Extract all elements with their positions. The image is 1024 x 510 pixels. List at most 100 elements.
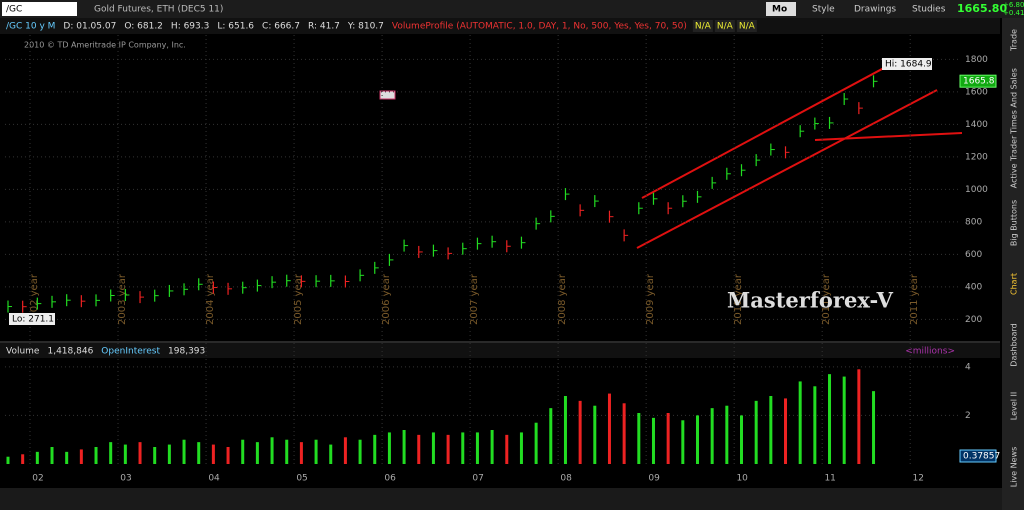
na-box	[736, 20, 757, 32]
year-label: 2010 year	[733, 273, 744, 325]
na: N/A	[695, 22, 712, 32]
volume-bar	[710, 408, 714, 464]
volume-bar	[417, 434, 421, 464]
button[interactable]: Studies	[912, 5, 946, 15]
volume-bar	[153, 447, 157, 464]
side-tab[interactable]: Big Buttons	[1010, 200, 1019, 246]
volume-bar	[461, 432, 465, 464]
volume-bar	[446, 434, 450, 464]
period-box[interactable]	[766, 2, 796, 16]
volume-bar	[197, 442, 201, 464]
last-price: 1665.80	[957, 2, 1007, 15]
change: +6.80	[1003, 1, 1024, 9]
volume-bar	[607, 393, 611, 464]
volume-bar	[123, 444, 127, 464]
x-tick-label: 08	[560, 474, 572, 484]
bottom-bar	[0, 488, 1002, 510]
side-tab[interactable]: Times And Sales	[1010, 68, 1019, 135]
volume-bar	[387, 432, 391, 464]
y-tick-label: 1800	[965, 55, 988, 65]
volume-bar	[563, 396, 567, 464]
y-tick-label: 1200	[965, 152, 988, 162]
x-tick-label: 11	[824, 474, 835, 484]
volume-bar	[358, 439, 362, 464]
hi-label: Hi: 1684.9	[885, 60, 932, 70]
na-box	[692, 20, 713, 32]
y-tick-label: 400	[965, 282, 982, 292]
volume-bar	[475, 432, 479, 464]
study-label: VolumeProfile (AUTOMATIC, 1.0, DAY, 1, N…	[392, 22, 687, 32]
year-label: 2008 year	[557, 273, 568, 325]
volume-bar	[740, 415, 743, 464]
year-label: 2011 year	[821, 273, 832, 325]
side-tabs	[1002, 18, 1024, 510]
volume-bar	[651, 417, 655, 464]
side-tab[interactable]: Chart	[1010, 273, 1019, 295]
volume-bar	[519, 432, 523, 464]
description: Gold Futures, ETH (DEC5 11)	[94, 5, 223, 15]
volume-bar	[813, 386, 817, 464]
volume-bar	[402, 430, 406, 464]
volume-bar	[828, 374, 832, 464]
volume-bar	[857, 369, 861, 464]
volume-header: 1,418,846	[47, 347, 93, 357]
year-label: 2011 year	[909, 273, 920, 325]
volume-bar	[50, 447, 54, 464]
info-item: D: 01.05.07	[63, 22, 116, 32]
trend-line	[814, 132, 963, 141]
trend-line	[636, 89, 938, 249]
y-tick-label: 1400	[965, 120, 988, 130]
button[interactable]: Style	[812, 5, 835, 15]
last-box	[959, 74, 997, 88]
info-item: Y: 810.7	[347, 22, 384, 32]
volume-bar	[314, 439, 318, 464]
side-tab[interactable]: Dashboard	[1010, 323, 1019, 366]
volume-bar	[490, 430, 494, 464]
volume-bar	[255, 442, 259, 464]
x-tick-label: 06	[384, 474, 396, 484]
watermark: Masterforex-V	[727, 288, 894, 313]
y-tick-label: 200	[965, 315, 982, 325]
volume-bar-header	[0, 343, 1000, 358]
symbol-box[interactable]	[2, 2, 77, 16]
volume-bar	[6, 456, 10, 464]
info-item: L: 651.6	[217, 22, 254, 32]
volume-bar	[182, 439, 186, 464]
volume-header: OpenInterest	[101, 347, 160, 357]
x-tick-label: 07	[472, 474, 483, 484]
volume-bar	[211, 444, 215, 464]
year-label: 2009 year	[645, 273, 656, 325]
volume-bar	[872, 391, 876, 464]
copyright: 2010 © TD Ameritrade IP Company, Inc.	[24, 41, 186, 50]
y-tick-label: 600	[965, 250, 982, 260]
volume-bar	[285, 439, 289, 464]
na: N/A	[739, 22, 756, 32]
volume-bar	[578, 400, 582, 464]
oi-box	[959, 449, 997, 463]
volume-bar	[798, 381, 802, 464]
year-label: 2005 year	[293, 273, 304, 325]
x-tick-label: 02	[32, 474, 43, 484]
volume-bar	[138, 442, 142, 464]
volume-header: Volume	[6, 347, 40, 357]
side-tab[interactable]: Active Trader	[1010, 135, 1019, 188]
volume-bar	[270, 437, 274, 464]
lo-box	[9, 313, 55, 325]
button[interactable]: Drawings	[854, 5, 896, 15]
volume-bar	[622, 403, 626, 464]
volume-bar	[167, 444, 171, 464]
side-tab[interactable]: Live News	[1010, 447, 1019, 488]
oi-label: 0.37857	[963, 452, 1000, 462]
side-tab[interactable]: Trade	[1010, 29, 1019, 52]
trend-line	[641, 61, 896, 199]
side-tab[interactable]: Level II	[1010, 392, 1019, 420]
info-item: H: 693.3	[171, 22, 209, 32]
volume-bar	[754, 400, 758, 464]
volume-bar	[21, 454, 25, 464]
volume-bar	[109, 442, 113, 464]
y-tick-label: 4	[965, 362, 971, 372]
volume-bar	[373, 434, 377, 464]
y-tick-label: 1600	[965, 87, 988, 97]
na: N/A	[717, 22, 734, 32]
